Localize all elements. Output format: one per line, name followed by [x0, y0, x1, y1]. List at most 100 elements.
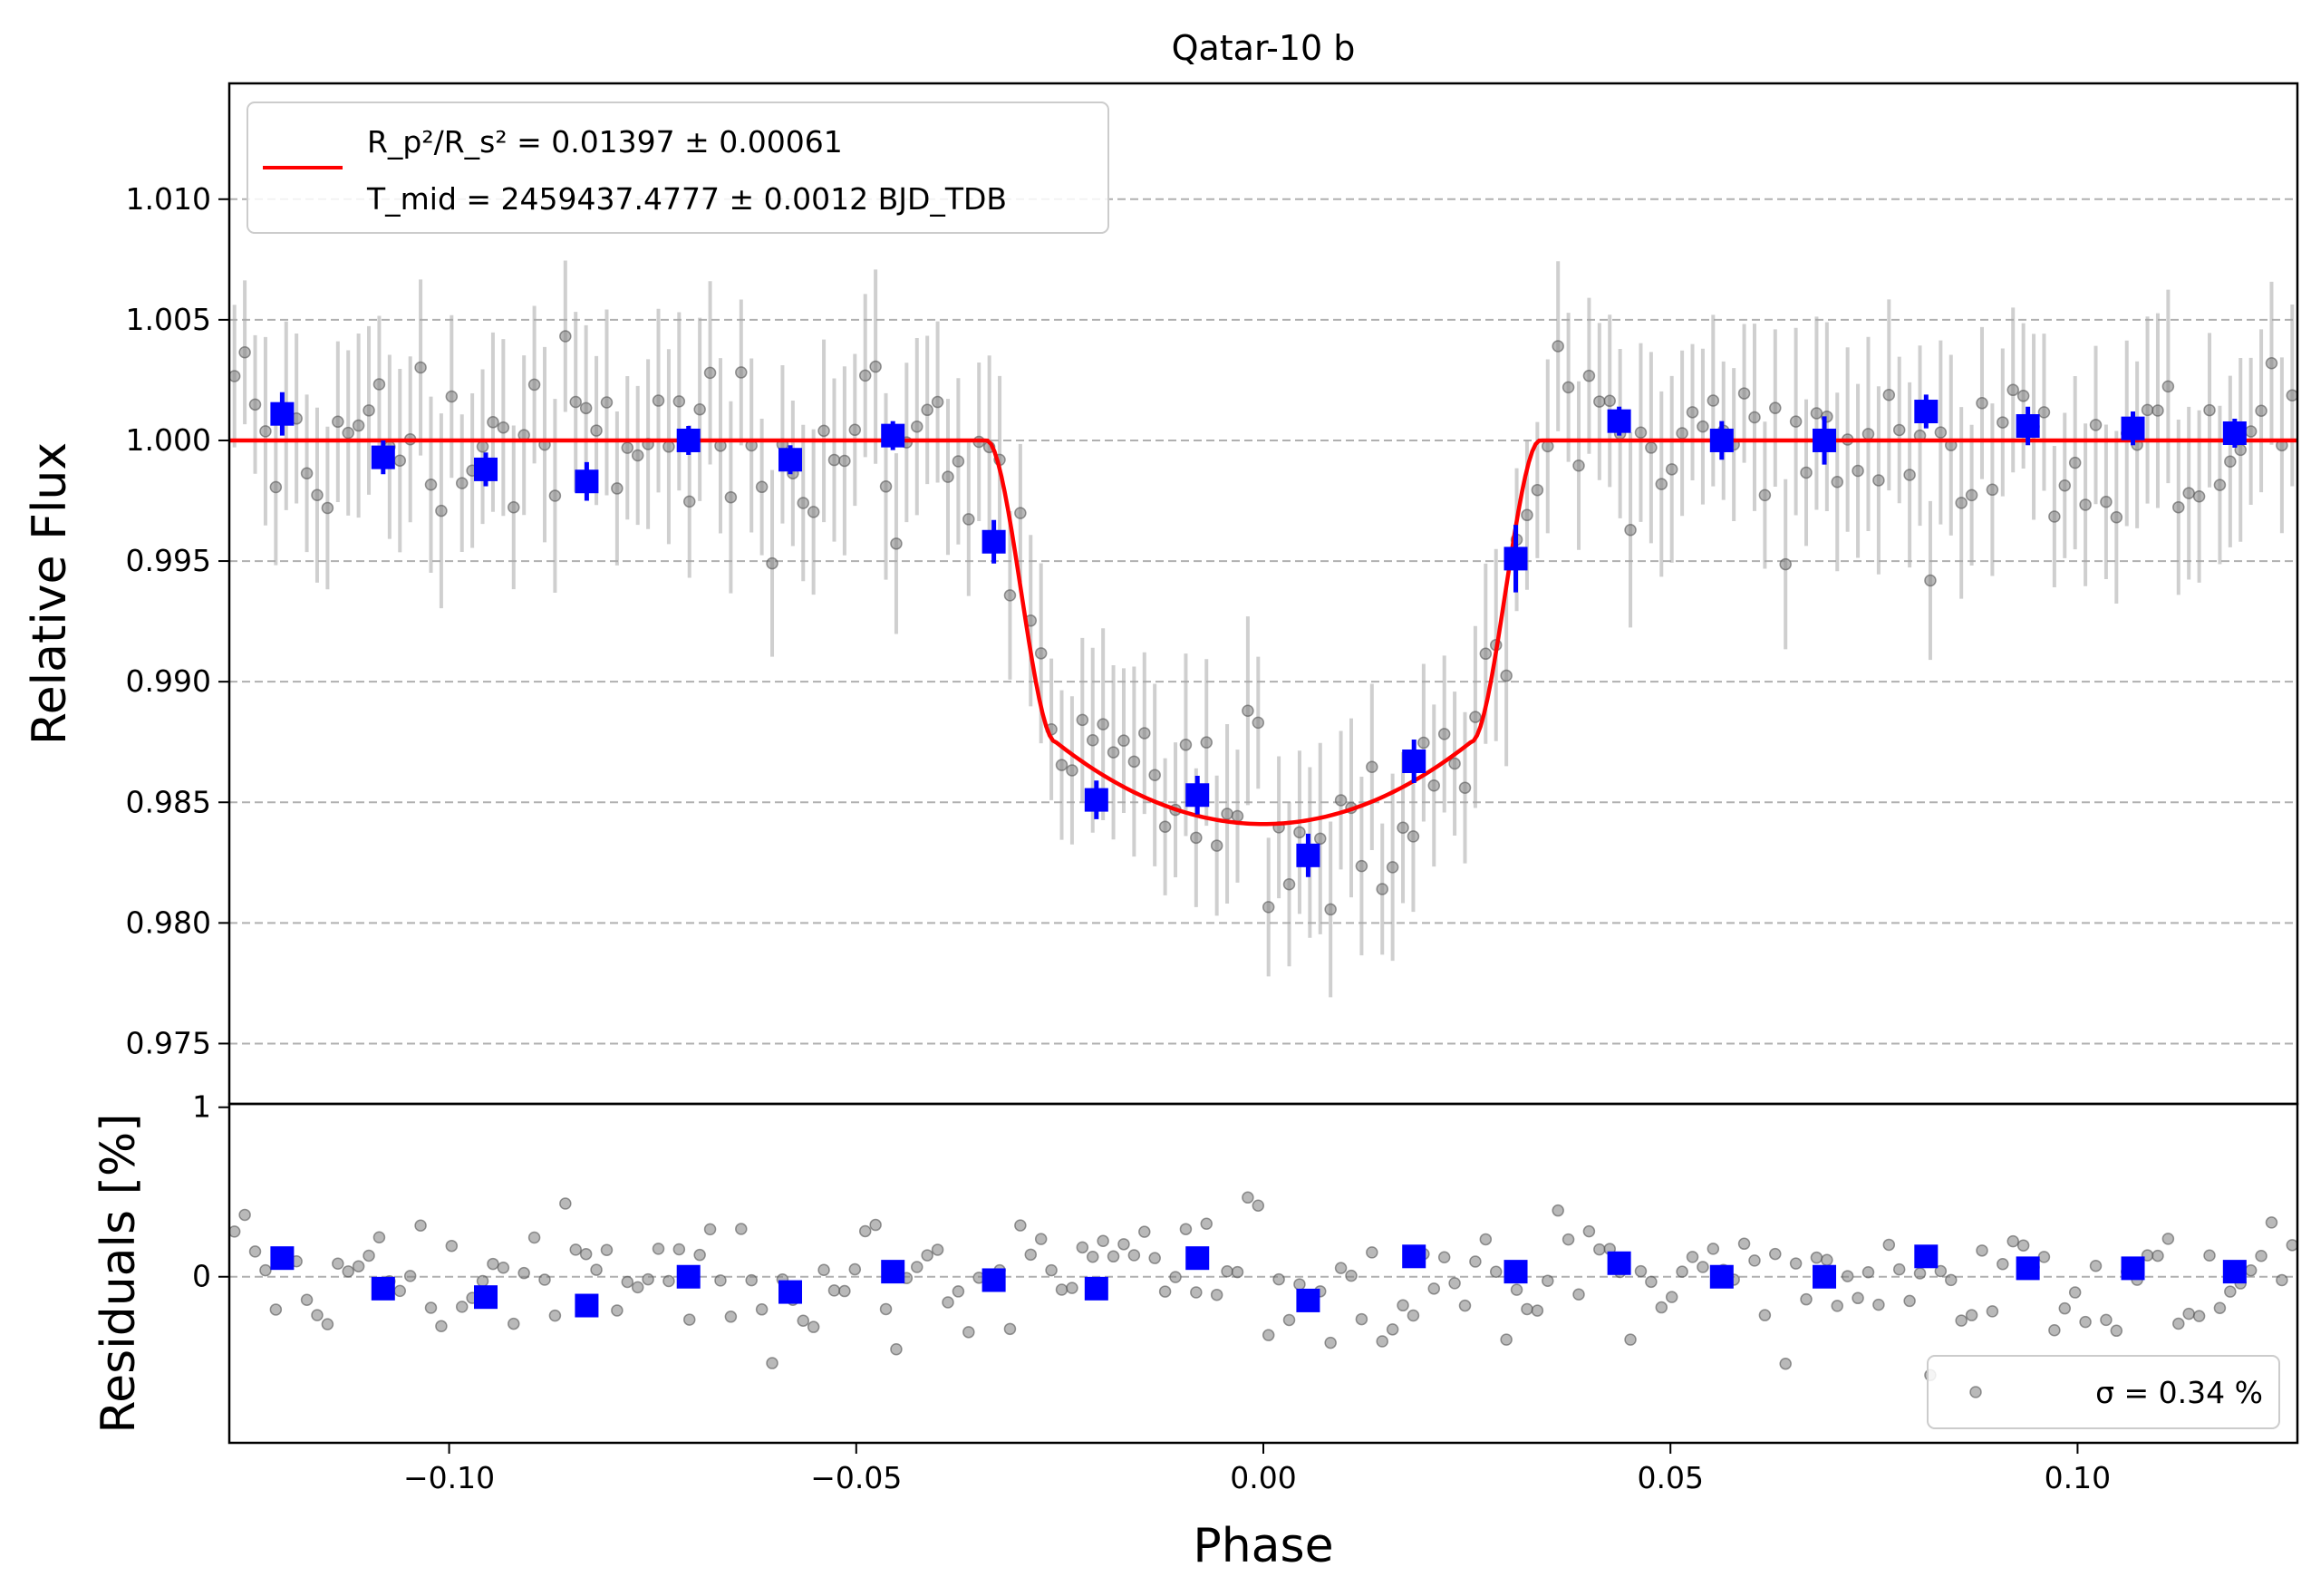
raw-point: [1479, 647, 1493, 661]
raw-residual-point: [445, 1239, 459, 1253]
top-y-tick-label: 1.010: [126, 181, 211, 217]
raw-point: [1903, 469, 1916, 481]
raw-residual-point: [952, 1285, 965, 1298]
raw-point: [2161, 380, 2175, 393]
binned-point: [1914, 400, 1939, 424]
raw-point: [2068, 456, 2082, 469]
raw-point: [332, 415, 344, 429]
binned-point: [371, 445, 395, 469]
raw-point: [1965, 488, 1978, 502]
raw-point: [1737, 387, 1751, 400]
raw-point: [858, 369, 872, 382]
raw-residual-point: [569, 1243, 582, 1256]
raw-residual-point: [238, 1208, 251, 1222]
raw-residual-point: [735, 1223, 748, 1235]
raw-point: [1872, 474, 1885, 487]
raw-residual-point: [1821, 1253, 1833, 1267]
raw-point: [2006, 383, 2019, 397]
raw-point: [1686, 406, 1699, 419]
raw-residual-point: [1748, 1254, 1761, 1267]
raw-point: [2141, 403, 2154, 417]
raw-residual-point: [2068, 1286, 2082, 1299]
raw-residual-point: [269, 1303, 283, 1316]
raw-residual-point: [1800, 1292, 1813, 1306]
raw-point: [393, 454, 407, 467]
raw-residual-point: [931, 1243, 944, 1256]
binned-residual-point: [1813, 1264, 1837, 1289]
raw-residual-point: [1997, 1258, 2009, 1271]
raw-residual-point: [1810, 1251, 1823, 1264]
bottom-x-ticks: −0.10 −0.05 0.00 0.05 0.10: [403, 1443, 2111, 1495]
raw-residual-point: [487, 1257, 499, 1271]
top-y-tick-label: 1.000: [126, 422, 211, 458]
raw-point: [2016, 390, 2030, 402]
raw-point: [942, 470, 954, 483]
raw-residual-point: [1158, 1285, 1172, 1298]
binned-residual-point: [2016, 1256, 2040, 1281]
binned-residual-point: [1914, 1244, 1939, 1269]
raw-residual-point: [1479, 1233, 1493, 1246]
raw-point: [227, 370, 241, 382]
raw-residual-point: [703, 1223, 717, 1236]
bottom-binned-residuals: [270, 1244, 2247, 1318]
raw-residual-point: [1831, 1300, 1844, 1312]
raw-residual-point: [1655, 1301, 1668, 1314]
raw-residual-point: [724, 1311, 738, 1323]
bottom-legend: σ = 0.34 %: [1927, 1355, 2280, 1429]
binned-residual-point: [2121, 1256, 2145, 1281]
raw-point: [363, 404, 375, 417]
raw-point: [1003, 589, 1017, 602]
raw-point: [1924, 574, 1937, 587]
raw-residual-point: [1562, 1233, 1575, 1246]
raw-point: [735, 366, 748, 379]
raw-residual-point: [1892, 1262, 1906, 1276]
raw-residual-point: [807, 1320, 820, 1333]
raw-point: [1417, 736, 1430, 750]
raw-residual-point: [590, 1263, 603, 1276]
x-axis-label: Phase: [1193, 1519, 1333, 1573]
raw-residual-point: [1179, 1223, 1193, 1235]
raw-residual-point: [2203, 1249, 2216, 1262]
raw-residual-point: [869, 1218, 882, 1232]
binned-point: [1185, 783, 1210, 808]
raw-point: [1242, 704, 1254, 717]
raw-point: [497, 421, 510, 434]
raw-point: [269, 480, 283, 494]
top-y-tick-label: 0.980: [126, 904, 211, 940]
raw-point: [879, 480, 893, 493]
binned-residual-point: [1185, 1246, 1210, 1271]
raw-point: [414, 361, 427, 374]
raw-residual-point: [1097, 1234, 1109, 1248]
raw-point: [1138, 727, 1151, 740]
raw-point: [682, 495, 696, 508]
raw-point: [2224, 455, 2237, 469]
raw-residual-point: [766, 1357, 778, 1369]
raw-residual-point: [1127, 1249, 1141, 1262]
binned-point: [1084, 788, 1108, 812]
raw-point: [1282, 877, 1296, 891]
raw-point: [445, 390, 459, 403]
raw-residual-point: [1779, 1357, 1792, 1370]
raw-residual-point: [2079, 1315, 2092, 1329]
legend-residual-marker: [1969, 1386, 1982, 1398]
legend-sigma-text: σ = 0.34 %: [2095, 1375, 2263, 1410]
raw-residual-point: [714, 1274, 727, 1287]
binned-residual-point: [371, 1276, 395, 1301]
raw-residual-point: [1066, 1282, 1078, 1294]
raw-residual-point: [1645, 1275, 1658, 1289]
binned-point: [1607, 409, 1631, 433]
x-tick-label: −0.10: [403, 1460, 495, 1495]
raw-point: [1469, 711, 1482, 723]
binned-point: [881, 423, 905, 448]
raw-residual-point: [517, 1266, 530, 1280]
raw-point: [1634, 426, 1648, 439]
x-tick-label: 0.10: [2045, 1460, 2111, 1495]
raw-point: [1769, 401, 1782, 414]
raw-residual-point: [527, 1231, 541, 1244]
raw-residual-point: [1355, 1312, 1368, 1326]
raw-point: [1852, 464, 1864, 478]
raw-residual-point: [1469, 1255, 1482, 1268]
raw-point: [1076, 713, 1089, 727]
raw-point: [1986, 483, 1999, 497]
